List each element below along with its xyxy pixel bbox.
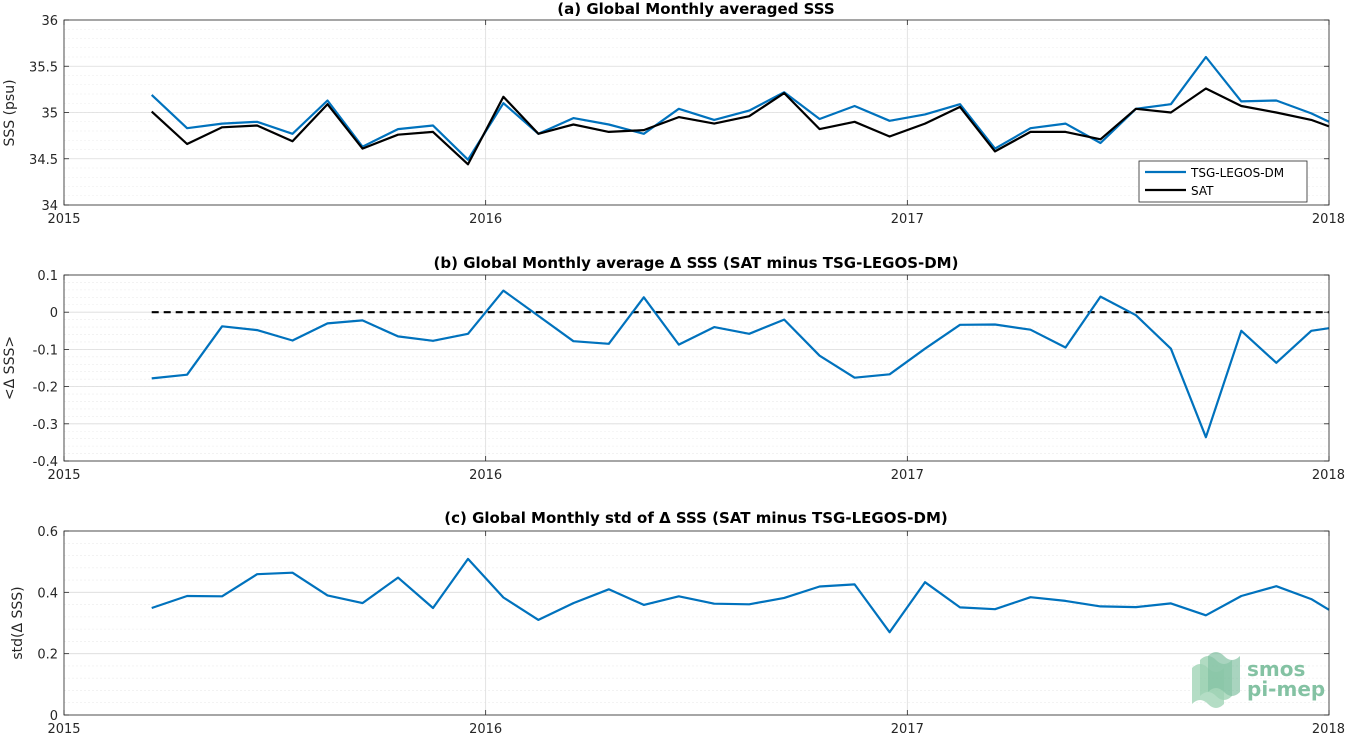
x-tick-label-a: 2018 xyxy=(1312,212,1345,227)
y-tick-label-a: 34.5 xyxy=(29,153,58,168)
x-tick-label-a: 2017 xyxy=(891,212,924,227)
axes-box-b xyxy=(63,274,1330,462)
y-tick-label-b: -0.4 xyxy=(33,455,58,470)
panel-b-title: (b) Global Monthly average Δ SSS (SAT mi… xyxy=(434,254,959,272)
panel-a-ylabel: SSS (psu) xyxy=(2,79,18,146)
x-tick-label-b: 2017 xyxy=(891,468,924,483)
y-tick-label-b: -0.3 xyxy=(33,418,58,433)
y-tick-label-c: 0.2 xyxy=(37,648,58,663)
panel-c: (c) Global Monthly std of Δ SSS (SAT min… xyxy=(10,509,1345,736)
panel-a: (a) Global Monthly averaged SSS SSS (psu… xyxy=(2,0,1345,227)
y-tick-label-b: 0.1 xyxy=(37,269,58,284)
panel-c-title: (c) Global Monthly std of Δ SSS (SAT min… xyxy=(444,509,947,527)
smos-pi-mep-logo: smos pi-mep xyxy=(1192,652,1325,708)
x-tick-label-a: 2015 xyxy=(47,212,80,227)
y-tick-label-c: 0 xyxy=(50,709,58,724)
plot-area-b xyxy=(64,275,1329,461)
y-tick-label-b: -0.1 xyxy=(33,343,58,358)
series-line-a-tsg-legos-dm xyxy=(150,55,1330,161)
y-tick-label-b: 0 xyxy=(50,306,58,321)
x-tick-label-b: 2016 xyxy=(469,468,502,483)
x-tick-label-c: 2015 xyxy=(47,722,80,736)
x-tick-label-c: 2018 xyxy=(1312,722,1345,736)
legend: TSG-LEGOS-DM SAT xyxy=(1138,160,1308,203)
series-line-c-delta-sss xyxy=(151,557,1330,634)
y-tick-label-c: 0.4 xyxy=(37,586,58,601)
plot-area-c xyxy=(64,531,1329,715)
x-tick-label-b: 2018 xyxy=(1312,468,1345,483)
x-tick-label-c: 2016 xyxy=(469,722,502,736)
logo-line1: smos xyxy=(1247,657,1305,681)
panel-b: (b) Global Monthly average Δ SSS (SAT mi… xyxy=(2,254,1345,483)
panel-b-ylabel: <Δ SSS> xyxy=(2,336,18,400)
axes-box-c xyxy=(63,530,1330,716)
panel-c-ylabel: std(Δ SSS) xyxy=(10,586,26,659)
y-tick-label-a: 34 xyxy=(41,199,58,214)
legend-label-tsg: TSG-LEGOS-DM xyxy=(1190,166,1284,180)
y-tick-label-b: -0.2 xyxy=(33,381,58,396)
series-line-a-sat xyxy=(150,87,1330,166)
panel-a-title: (a) Global Monthly averaged SSS xyxy=(557,0,834,18)
x-tick-label-c: 2017 xyxy=(891,722,924,736)
logo-wave-icon xyxy=(1192,652,1240,708)
x-tick-label-b: 2015 xyxy=(47,468,80,483)
series-line-b-delta-sss xyxy=(151,289,1330,439)
y-tick-label-a: 35 xyxy=(41,107,58,122)
x-tick-label-a: 2016 xyxy=(469,212,502,227)
y-tick-label-a: 35.5 xyxy=(29,60,58,75)
logo-line2: pi-mep xyxy=(1247,677,1325,701)
legend-label-sat: SAT xyxy=(1191,184,1214,198)
y-tick-label-a: 36 xyxy=(41,14,58,29)
y-tick-label-c: 0.6 xyxy=(37,525,58,540)
